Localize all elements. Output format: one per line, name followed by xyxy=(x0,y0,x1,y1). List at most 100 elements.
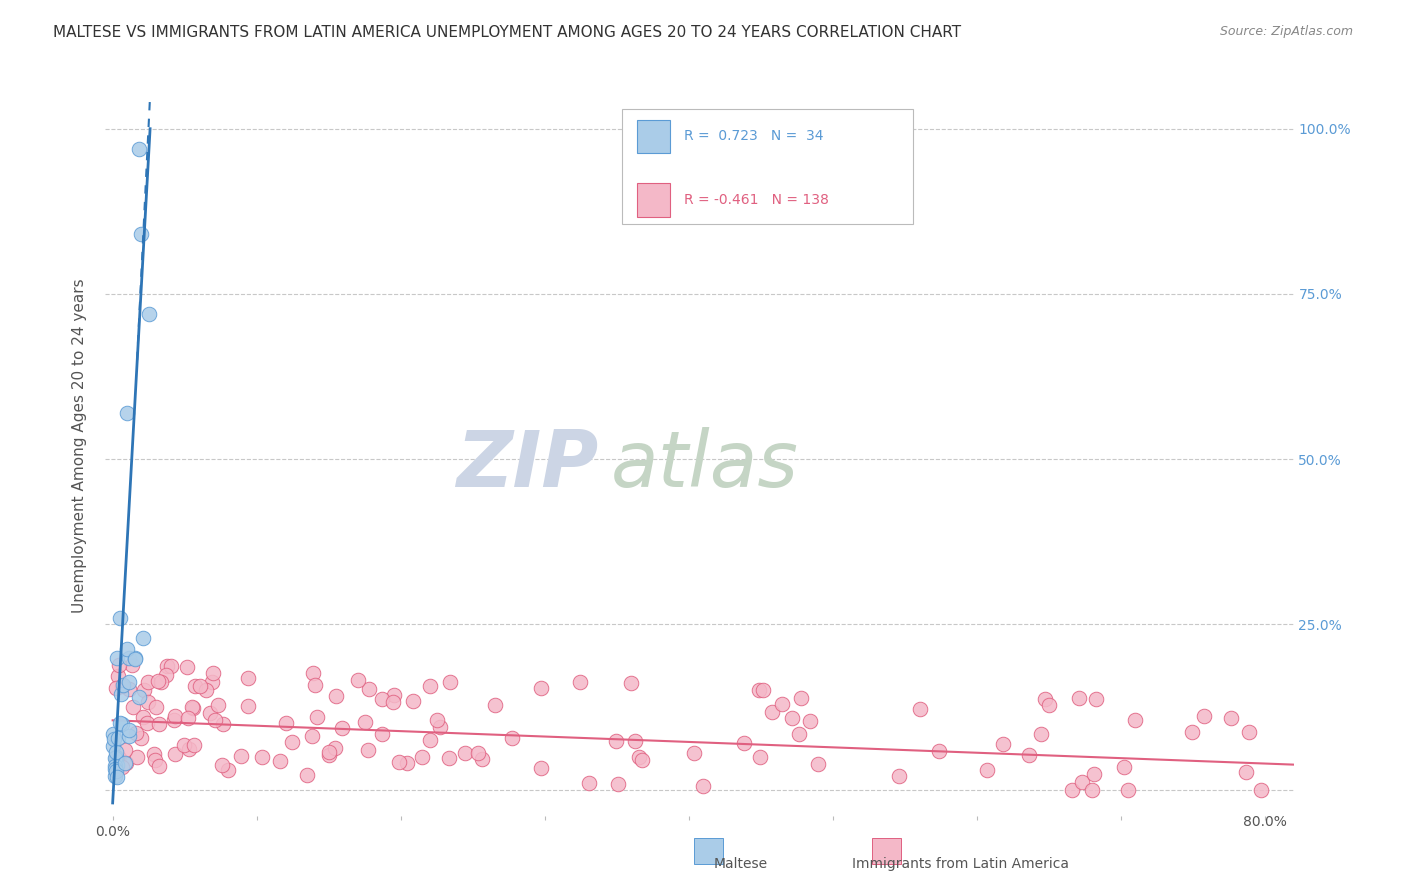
Point xyxy=(1083,767,1105,781)
Point xyxy=(143,747,166,761)
Text: Source: ZipAtlas.com: Source: ZipAtlas.com xyxy=(1219,25,1353,38)
Point xyxy=(1085,692,1108,706)
Point xyxy=(108,750,131,764)
Point xyxy=(148,717,170,731)
Text: Maltese: Maltese xyxy=(714,857,768,871)
Point xyxy=(426,713,449,727)
Point xyxy=(501,731,523,746)
FancyBboxPatch shape xyxy=(693,838,723,864)
Point xyxy=(454,746,477,760)
Point xyxy=(104,750,127,764)
Point xyxy=(118,682,141,697)
Point xyxy=(201,674,224,689)
Point xyxy=(605,733,627,747)
Point xyxy=(156,659,179,673)
Text: atlas: atlas xyxy=(610,426,799,502)
Point xyxy=(124,650,146,665)
Point xyxy=(1180,724,1202,739)
Point xyxy=(1219,711,1241,725)
Point xyxy=(160,659,183,673)
Point xyxy=(429,720,451,734)
Point xyxy=(280,734,302,748)
Point xyxy=(318,748,340,763)
Point xyxy=(131,731,153,745)
Point xyxy=(122,699,145,714)
Point xyxy=(381,695,404,709)
Point xyxy=(780,711,803,725)
Point xyxy=(146,674,169,689)
Point xyxy=(118,723,141,737)
Point xyxy=(194,682,217,697)
Point xyxy=(180,699,202,714)
Point xyxy=(136,695,159,709)
Text: ZIP: ZIP xyxy=(457,426,599,502)
Point xyxy=(606,777,628,791)
Point xyxy=(620,676,643,690)
Point xyxy=(250,750,273,764)
Point xyxy=(115,641,138,656)
Point xyxy=(188,679,211,693)
Point xyxy=(104,745,127,759)
Point xyxy=(107,731,129,746)
Point xyxy=(1116,782,1139,797)
Point xyxy=(136,675,159,690)
Point xyxy=(1123,713,1146,727)
Point xyxy=(1071,775,1094,789)
Point xyxy=(370,727,392,741)
Point xyxy=(132,710,155,724)
Point xyxy=(103,731,125,746)
Point xyxy=(530,681,553,696)
Point xyxy=(128,690,150,704)
Point xyxy=(104,762,127,776)
Point xyxy=(371,691,394,706)
Point xyxy=(105,752,128,766)
Point xyxy=(118,729,141,743)
Point xyxy=(138,307,160,321)
Point xyxy=(295,768,318,782)
Point xyxy=(111,678,134,692)
Point xyxy=(484,698,506,712)
Point xyxy=(529,761,551,775)
Point xyxy=(183,738,205,752)
Point xyxy=(411,750,433,764)
Point xyxy=(733,736,755,750)
Point xyxy=(347,673,370,687)
Point xyxy=(323,740,346,755)
Point xyxy=(889,769,911,783)
Point xyxy=(111,760,134,774)
Text: R = -0.461   N = 138: R = -0.461 N = 138 xyxy=(685,194,830,207)
Point xyxy=(105,758,128,772)
Point xyxy=(357,681,380,696)
Point xyxy=(104,751,127,765)
Point xyxy=(1069,690,1091,705)
Point xyxy=(131,227,153,242)
Point xyxy=(752,682,775,697)
Point xyxy=(770,697,793,711)
Point xyxy=(1029,727,1052,741)
Point xyxy=(163,747,186,761)
Point xyxy=(111,717,134,731)
Point xyxy=(176,660,198,674)
FancyBboxPatch shape xyxy=(637,120,669,153)
Point xyxy=(807,756,830,771)
Point xyxy=(184,680,207,694)
Point xyxy=(204,713,226,727)
FancyBboxPatch shape xyxy=(623,109,914,224)
Point xyxy=(134,682,156,697)
Point xyxy=(388,756,411,770)
Point xyxy=(357,742,380,756)
Point xyxy=(274,715,297,730)
Point xyxy=(569,675,592,690)
Point xyxy=(163,709,186,723)
Point xyxy=(419,733,441,747)
Point xyxy=(105,770,128,784)
Point xyxy=(143,753,166,767)
Point xyxy=(1033,691,1056,706)
Point xyxy=(200,706,222,720)
Point xyxy=(105,752,128,766)
Point xyxy=(173,738,195,752)
Text: R =  0.723   N =  34: R = 0.723 N = 34 xyxy=(685,129,824,144)
Point xyxy=(683,747,706,761)
Point xyxy=(201,665,224,680)
Point xyxy=(121,657,143,672)
